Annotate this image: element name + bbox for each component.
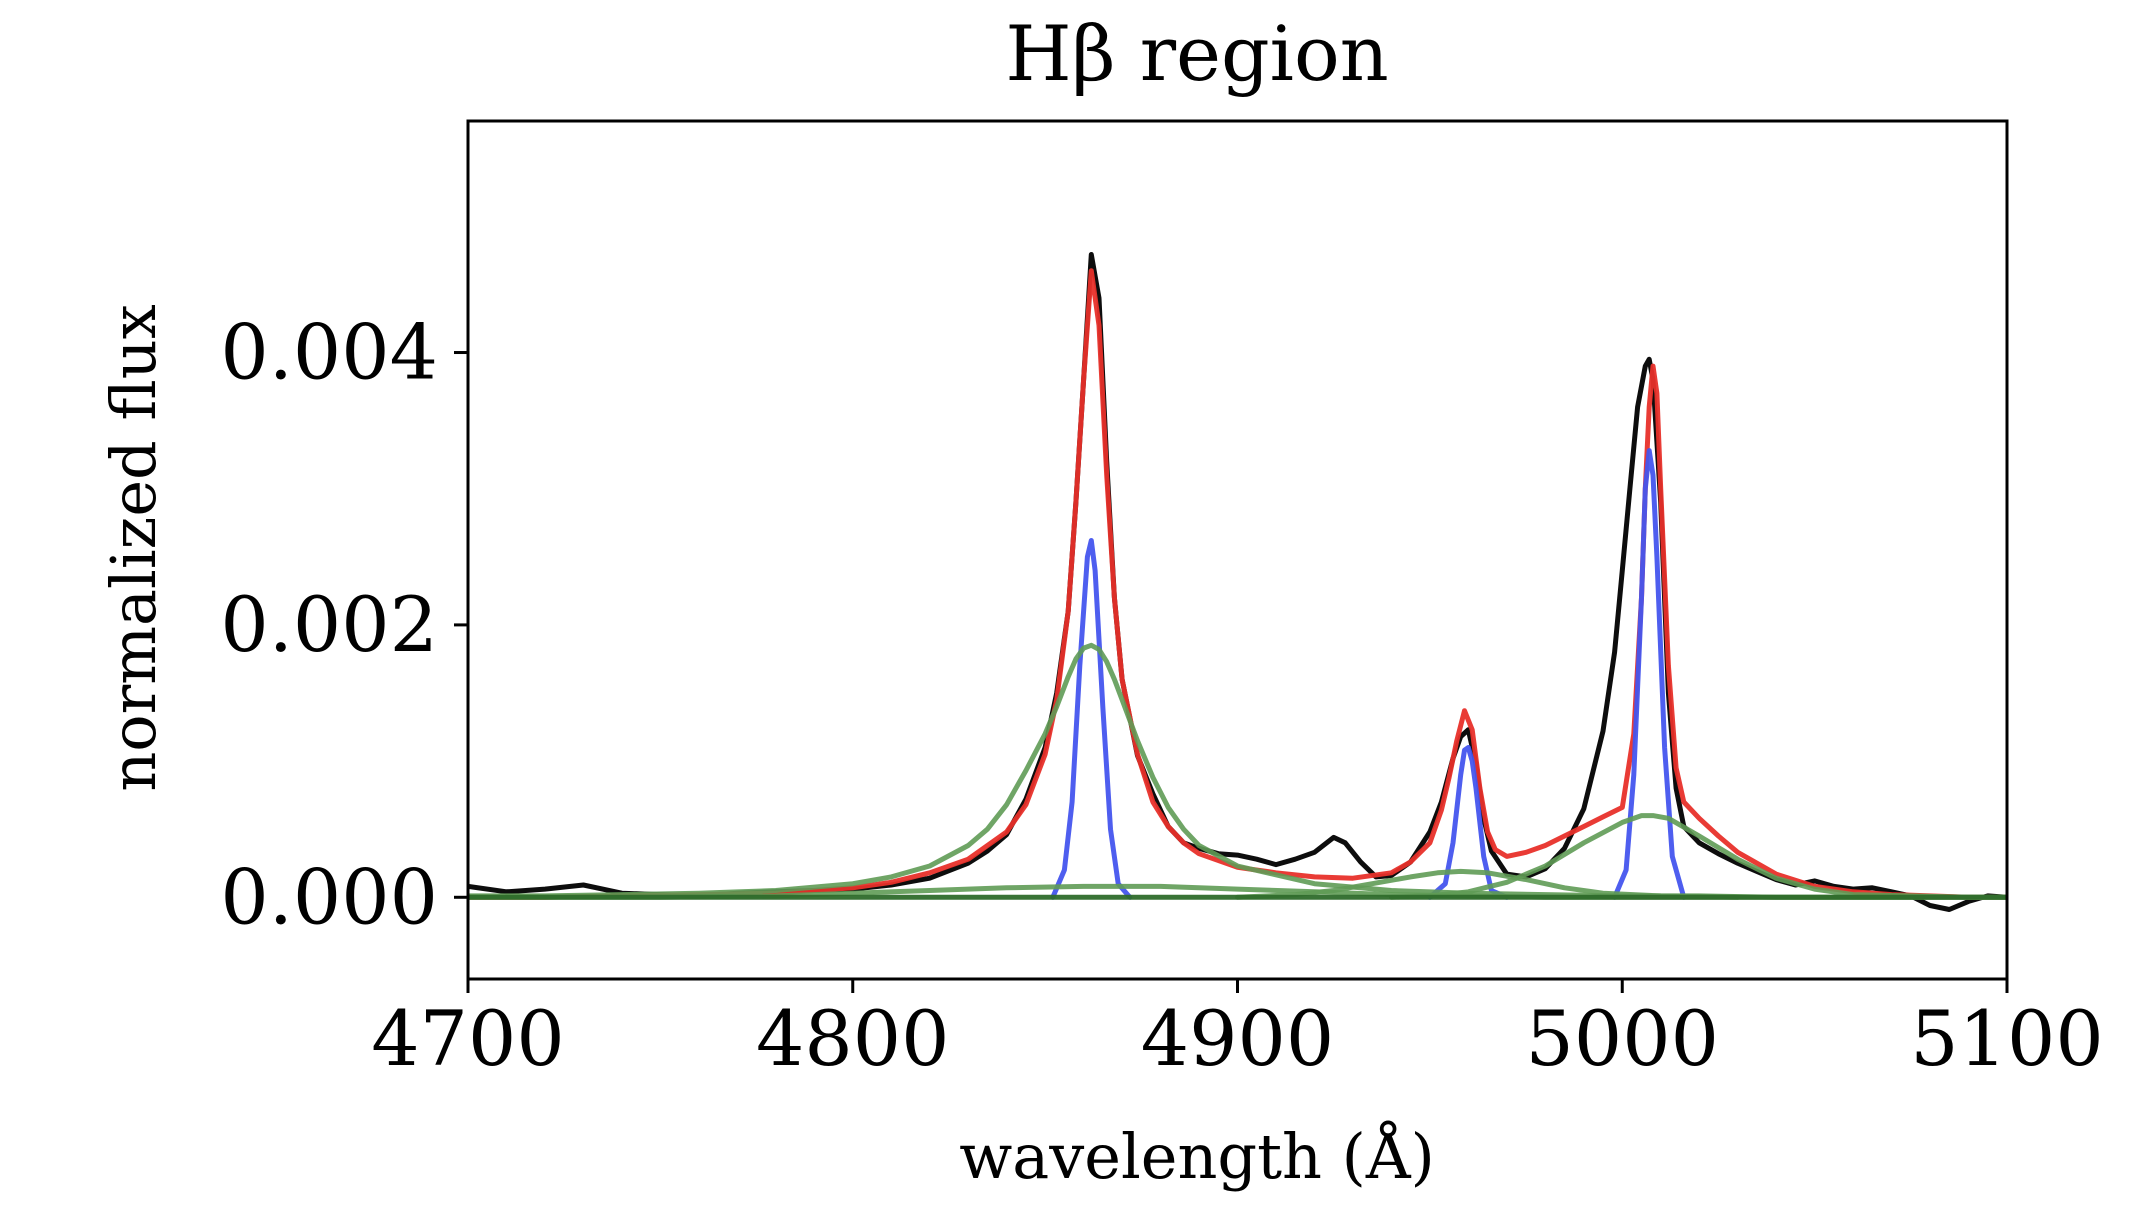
x-tick-label: 4700 [371, 994, 564, 1083]
series-line-4 [1427, 745, 1510, 900]
x-axis-label: wavelength (Å) [959, 1120, 1435, 1193]
chart-title: Hβ region [1005, 9, 1388, 98]
y-axis-ticks: 0.000 0.002 0.004 [220, 308, 468, 941]
series-line-6 [468, 642, 2007, 900]
series-line-2 [468, 268, 2007, 900]
y-tick-label: 0.004 [220, 308, 438, 397]
series-line-8 [1235, 868, 1741, 900]
x-tick-label: 5100 [1910, 994, 2103, 1083]
y-tick-label: 0.000 [220, 852, 438, 941]
series-line-5 [1612, 448, 1687, 900]
y-tick-label: 0.002 [220, 580, 438, 669]
plot-frame [466, 119, 2009, 981]
series-line-3 [1050, 538, 1133, 900]
plot-series [468, 252, 2007, 912]
y-axis-label: normalized flux [97, 304, 170, 791]
x-tick-label: 5000 [1526, 994, 1719, 1083]
x-tick-label: 4900 [1141, 994, 1334, 1083]
x-tick-label: 4800 [756, 994, 949, 1083]
x-axis-ticks: 4700 4800 4900 5000 5100 [371, 979, 2104, 1083]
series-line-1 [468, 252, 2007, 912]
